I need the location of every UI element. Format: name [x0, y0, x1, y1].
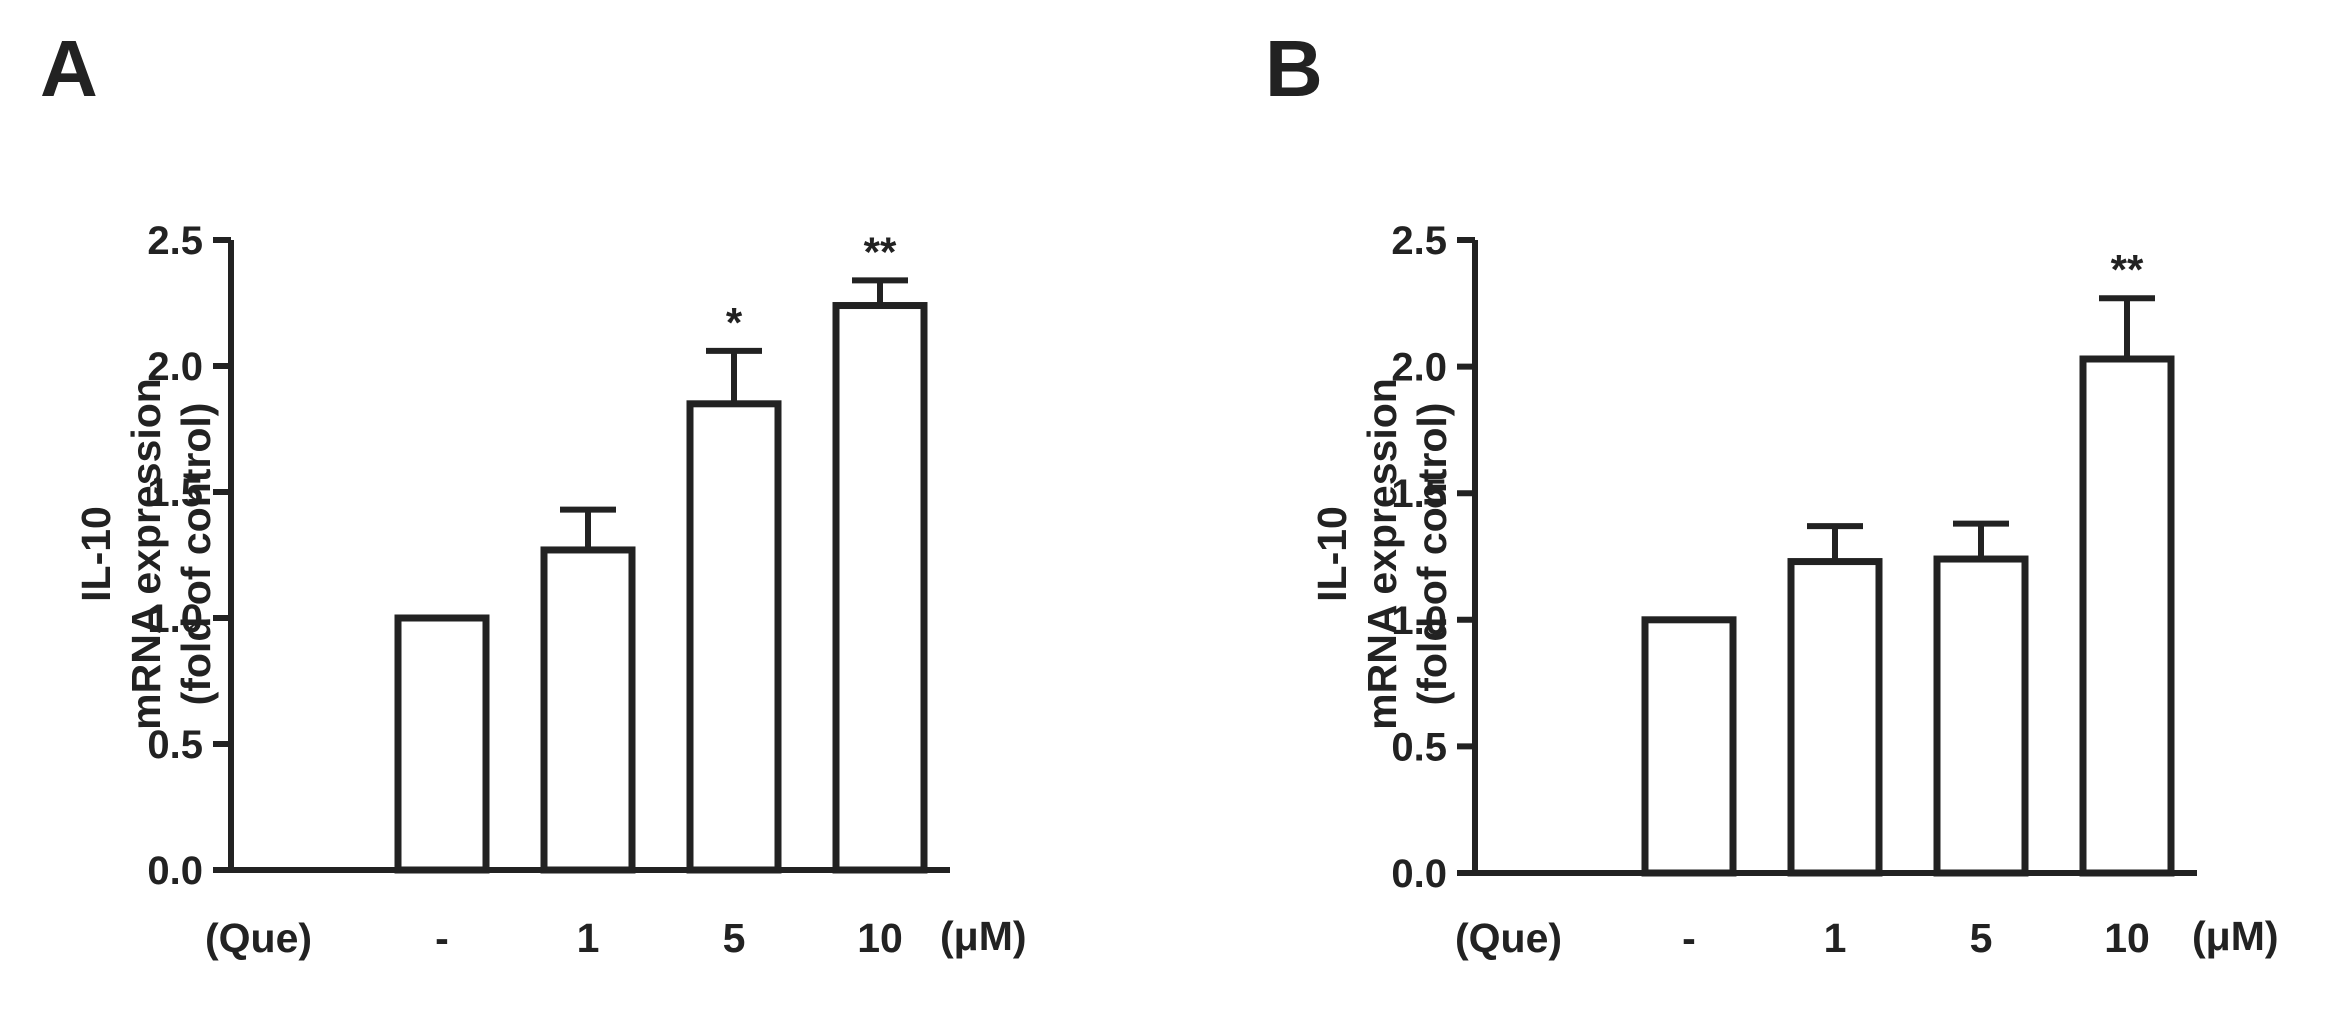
- plot-area: - 1 5 ** 10 0.0 0.5 1.0 1.5 2.0 2.5: [1391, 219, 2197, 961]
- x-axis-unit: (μM): [940, 913, 1027, 959]
- y-tick-label: 0.5: [1391, 725, 1447, 769]
- y-tick-label: 2.5: [1391, 219, 1447, 263]
- y-tick-label: 0.5: [147, 723, 203, 767]
- x-tick-label: 1: [1824, 915, 1847, 961]
- panel-label: A: [40, 24, 98, 113]
- y-axis-title-line-3: (fold of control): [173, 403, 219, 706]
- significance-marker: **: [864, 228, 897, 275]
- bar: [1933, 555, 2029, 877]
- x-axis-unit: (μM): [2192, 913, 2279, 959]
- y-axis-title-line-2: mRNA expression: [1359, 378, 1405, 730]
- x-tick-label: 5: [1970, 915, 1993, 961]
- y-tick-label: 1.5: [147, 471, 203, 515]
- panel-b: B IL-10 mRNA expression (fold of control…: [1265, 24, 2279, 961]
- y-tick-label: 0.0: [1391, 852, 1447, 896]
- y-tick-label: 2.0: [147, 345, 203, 389]
- x-axis-prefix: (Que): [205, 915, 312, 961]
- x-tick-label: -: [1682, 915, 1696, 961]
- bar: [1787, 558, 1883, 877]
- y-axis-title-line-2: mRNA expression: [123, 378, 169, 730]
- x-tick-label: 10: [857, 915, 903, 961]
- panel-a: A IL-10 mRNA expression (fold of control…: [40, 24, 1027, 961]
- y-axis-title-line-3: (fold of control): [1409, 403, 1455, 706]
- panel-label: B: [1265, 24, 1323, 113]
- x-tick-label: 5: [723, 915, 746, 961]
- bar: [2079, 355, 2175, 877]
- x-tick-label: 1: [577, 915, 600, 961]
- bar: [1641, 616, 1737, 877]
- bar: [394, 614, 490, 874]
- bar: [832, 302, 928, 874]
- bar: [540, 546, 636, 874]
- y-axis-title: IL-10 mRNA expression (fold of control): [1309, 378, 1455, 730]
- bar: [686, 400, 782, 874]
- y-tick-label: 2.0: [1391, 346, 1447, 390]
- y-tick-label: 0.0: [147, 849, 203, 893]
- y-axis-title: IL-10 mRNA expression (fold of control): [73, 378, 219, 730]
- significance-marker: *: [726, 299, 743, 346]
- y-axis-title-line-1: IL-10: [73, 506, 119, 602]
- x-tick-label: -: [435, 915, 449, 961]
- x-axis-prefix: (Que): [1455, 915, 1562, 961]
- y-tick-label: 1.0: [1391, 599, 1447, 643]
- y-tick-label: 2.5: [147, 219, 203, 263]
- x-tick-label: 10: [2104, 915, 2150, 961]
- y-tick-label: 1.5: [1391, 472, 1447, 516]
- y-axis-title-line-1: IL-10: [1309, 506, 1355, 602]
- y-tick-label: 1.0: [147, 597, 203, 641]
- significance-marker: **: [2111, 246, 2144, 293]
- plot-area: - 1 * 5 ** 10 0.0 0.5 1.0 1.5 2.0 2.5: [147, 219, 950, 961]
